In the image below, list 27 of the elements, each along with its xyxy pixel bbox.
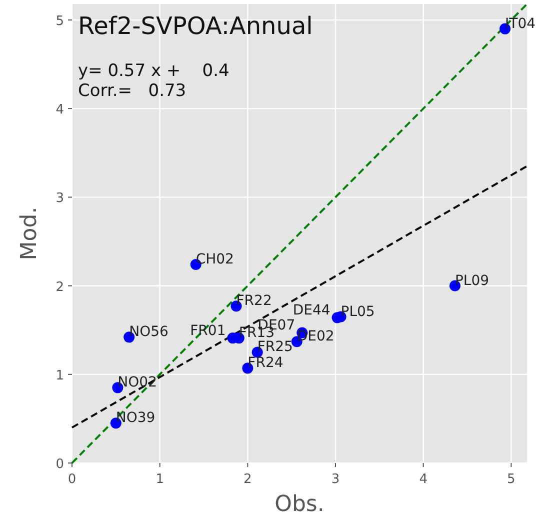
- annotation: FR01: [190, 323, 226, 340]
- y-axis-title: Mod.: [17, 206, 42, 260]
- annotation: FR25: [257, 339, 293, 356]
- annotation: PL05: [340, 304, 375, 320]
- x-tick-label: 5: [507, 472, 516, 487]
- annotation: y= 0.57 x + 0.4: [78, 61, 230, 81]
- x-tick-label: 1: [156, 472, 164, 487]
- annotation: NO56: [129, 324, 168, 340]
- annotation: DE44: [292, 302, 330, 319]
- annotation: PL09: [454, 272, 490, 289]
- y-tick-label: 2: [56, 280, 64, 295]
- annotation: Corr.= 0.73: [78, 81, 186, 101]
- y-tick-label: 5: [56, 14, 64, 29]
- x-axis-title: Obs.: [274, 492, 324, 517]
- x-tick-label: 0: [68, 472, 76, 487]
- annotation: NO39: [116, 410, 156, 426]
- annotation: FR24: [248, 355, 284, 372]
- annotation: FR22: [236, 293, 272, 310]
- x-tick-label: 3: [331, 472, 340, 487]
- y-tick-label: 0: [56, 457, 64, 472]
- y-tick-label: 4: [56, 102, 64, 118]
- annotation: CH02: [196, 252, 234, 268]
- y-tick-label: 1: [56, 368, 64, 384]
- y-tick-label: 3: [56, 191, 64, 206]
- x-tick-label: 4: [419, 472, 428, 487]
- x-tick-label: 2: [244, 472, 252, 487]
- chart-title: Ref2-SVPOA:Annual: [78, 12, 313, 40]
